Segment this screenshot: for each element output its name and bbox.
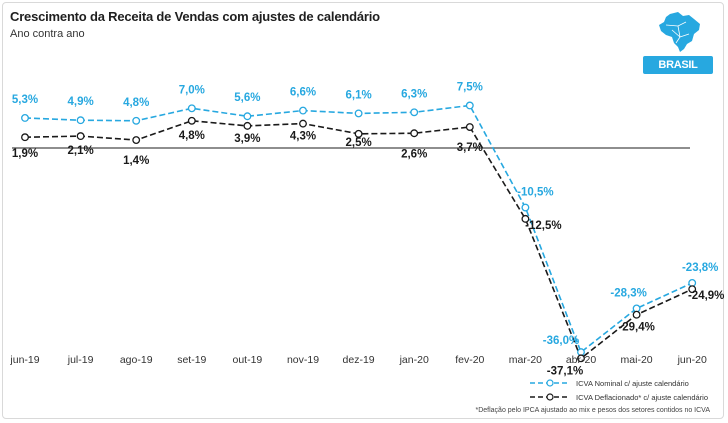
point-deflated-jul-19 xyxy=(76,132,85,141)
data-label-nominal-nov-19: 6,6% xyxy=(290,87,316,99)
data-label-nominal-jul-19: 4,9% xyxy=(67,96,93,108)
data-label-deflated-jul-19: 2,1% xyxy=(67,145,93,157)
data-label-nominal-fev-20: 7,5% xyxy=(457,81,483,93)
point-deflated-out-19 xyxy=(243,121,252,130)
x-tick-label-out-19: out-19 xyxy=(233,354,263,366)
x-tick-label-abr-20: abr-20 xyxy=(566,354,597,366)
x-tick-label-fev-20: fev-20 xyxy=(455,354,484,366)
point-deflated-fev-20 xyxy=(465,123,474,131)
data-label-deflated-out-19: 3,9% xyxy=(234,133,260,145)
point-deflated-jan-20 xyxy=(410,129,419,138)
x-tick-label-nov-19: nov-19 xyxy=(287,354,319,366)
data-label-deflated-nov-19: 4,3% xyxy=(290,131,316,143)
point-deflated-jun-19 xyxy=(21,133,29,142)
data-label-deflated-set-19: 4,8% xyxy=(179,130,205,142)
legend-item-deflated: ICVA Deflacionado* c/ ajuste calendário xyxy=(530,390,708,404)
point-deflated-dez-19 xyxy=(354,129,363,138)
point-deflated-nov-19 xyxy=(299,119,307,128)
x-tick-label-set-19: set-19 xyxy=(177,354,206,366)
data-label-nominal-jun-20: -23,8% xyxy=(682,262,718,274)
data-label-nominal-mai-20: -28,3% xyxy=(610,287,646,299)
data-label-deflated-fev-20: 3,7% xyxy=(457,142,483,154)
point-nominal-jan-20 xyxy=(410,108,419,117)
x-tick-label-jan-20: jan-20 xyxy=(399,354,429,366)
data-label-nominal-set-19: 7,0% xyxy=(179,84,205,96)
data-label-deflated-jan-20: 2,6% xyxy=(401,148,427,160)
point-nominal-set-19 xyxy=(187,104,196,113)
data-label-deflated-abr-20: -37,1% xyxy=(547,365,583,377)
x-tick-label-dez-19: dez-19 xyxy=(343,354,375,366)
x-tick-label-jul-19: jul-19 xyxy=(67,354,94,366)
chart-frame xyxy=(2,2,724,419)
region-badge: BRASIL xyxy=(643,56,713,74)
point-nominal-nov-19 xyxy=(299,106,307,115)
point-deflated-mai-20 xyxy=(632,310,641,319)
point-nominal-jul-19 xyxy=(76,116,85,125)
point-nominal-out-19 xyxy=(243,112,252,121)
legend-label-nominal: ICVA Nominal c/ ajuste calendário xyxy=(576,378,689,388)
point-deflated-mar-20 xyxy=(521,214,530,223)
data-label-nominal-ago-19: 4,8% xyxy=(123,97,149,109)
point-deflated-set-19 xyxy=(187,116,196,125)
point-nominal-dez-19 xyxy=(354,109,363,118)
point-deflated-jun-20 xyxy=(688,285,697,294)
chart-legend: ICVA Nominal c/ ajuste calendário ICVA D… xyxy=(530,376,708,404)
point-nominal-ago-19 xyxy=(132,116,141,125)
point-nominal-mar-20 xyxy=(521,203,530,212)
legend-label-deflated: ICVA Deflacionado* c/ ajuste calendário xyxy=(576,392,709,402)
chart-footnote: *Deflação pelo IPCA ajustado ao mix e pe… xyxy=(475,407,710,414)
data-label-nominal-jan-20: 6,3% xyxy=(401,88,427,100)
data-label-deflated-jun-20: -24,9% xyxy=(688,290,724,302)
data-label-deflated-jun-19: 1,9% xyxy=(12,148,38,160)
legend-swatch-deflated xyxy=(530,393,570,401)
x-tick-label-jun-20: jun-20 xyxy=(677,354,707,366)
chart-subtitle: Ano contra ano xyxy=(10,28,85,40)
legend-item-nominal: ICVA Nominal c/ ajuste calendário xyxy=(530,376,708,390)
point-deflated-ago-19 xyxy=(132,136,141,145)
legend-swatch-nominal xyxy=(530,379,570,387)
x-tick-label-ago-19: ago-19 xyxy=(120,354,153,366)
data-label-deflated-dez-19: 2,5% xyxy=(345,137,371,149)
x-tick-label-mar-20: mar-20 xyxy=(509,354,542,366)
brazil-map-icon xyxy=(659,12,700,52)
data-label-nominal-jun-19: 5,3% xyxy=(12,94,38,106)
data-label-nominal-abr-20: -36,0% xyxy=(543,335,579,347)
data-label-nominal-dez-19: 6,1% xyxy=(345,89,371,101)
point-nominal-fev-20 xyxy=(465,101,474,110)
data-label-deflated-mar-20: -12,5% xyxy=(525,220,561,232)
x-tick-label-mai-20: mai-20 xyxy=(621,354,653,366)
chart-title: Crescimento da Receita de Vendas com aju… xyxy=(10,9,380,24)
x-tick-label-jun-19: jun-19 xyxy=(9,354,39,366)
point-deflated-abr-20 xyxy=(577,354,585,363)
data-label-nominal-mar-20: -10,5% xyxy=(517,187,553,199)
data-label-nominal-out-19: 5,6% xyxy=(234,92,260,104)
data-label-deflated-ago-19: 1,4% xyxy=(123,155,149,167)
point-nominal-jun-19 xyxy=(21,113,29,122)
data-label-deflated-mai-20: -29,4% xyxy=(618,322,654,334)
